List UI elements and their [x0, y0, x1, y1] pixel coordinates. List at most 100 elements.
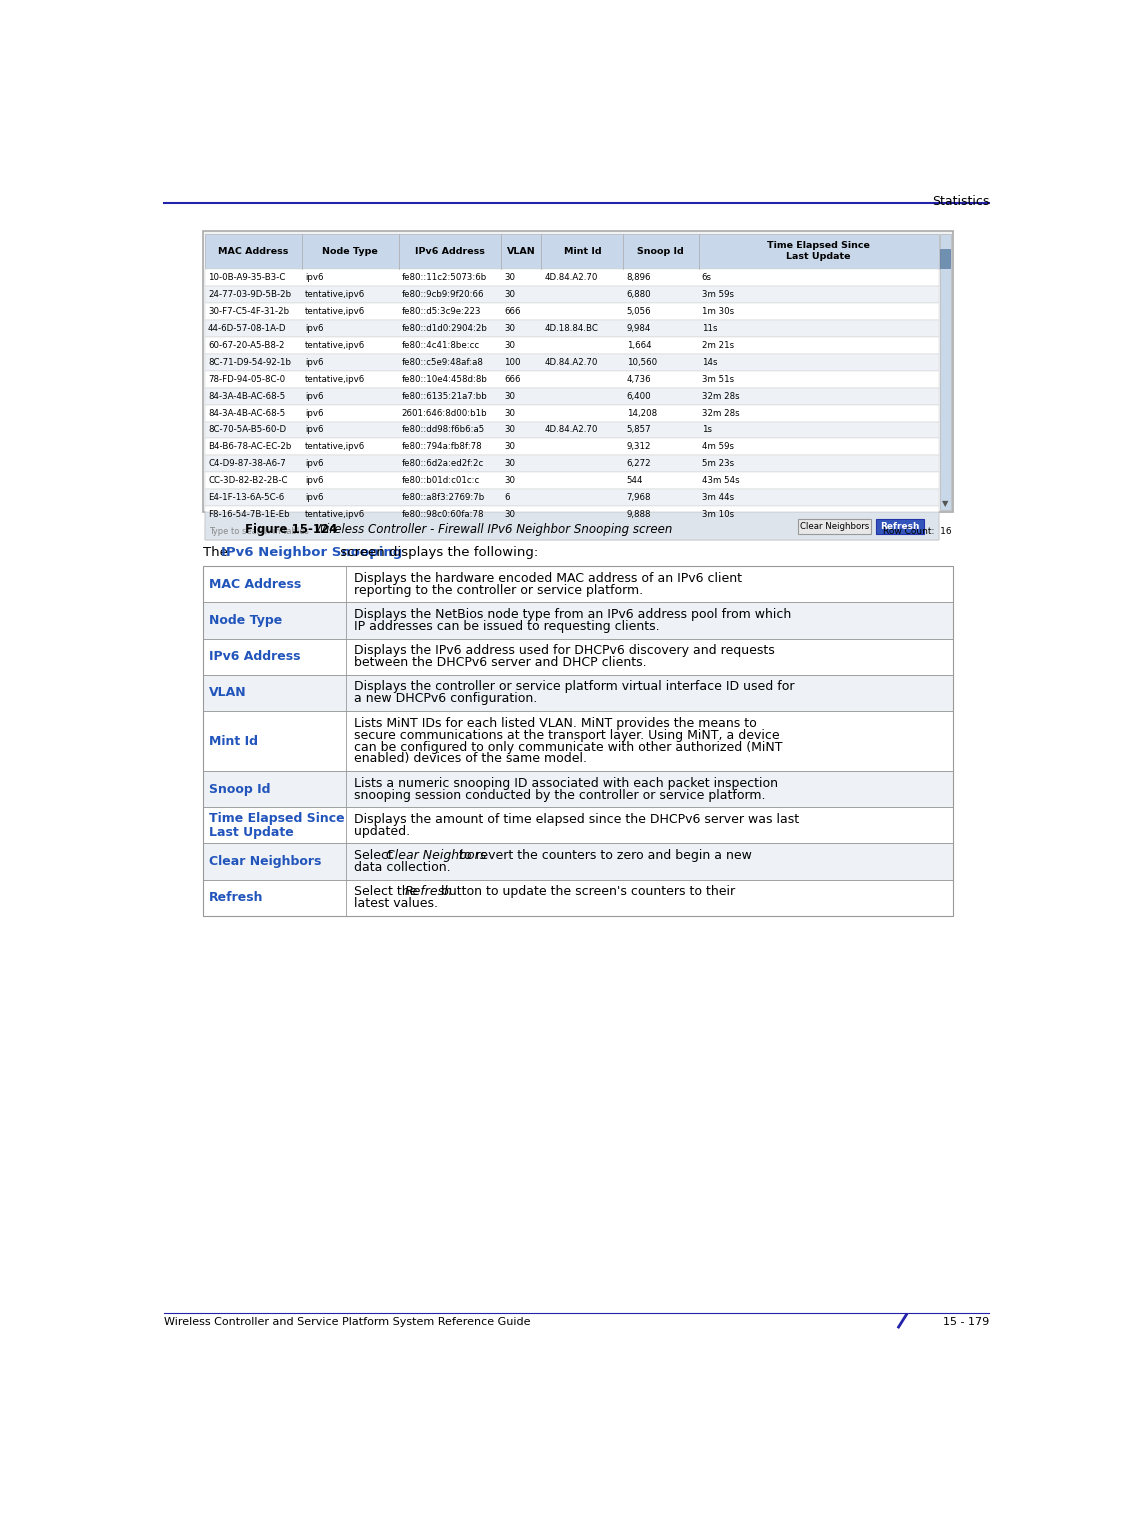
Text: 666: 666: [504, 375, 521, 384]
Text: ipv6: ipv6: [305, 493, 323, 502]
Bar: [205, 303, 939, 320]
Text: ipv6: ipv6: [305, 408, 323, 417]
Text: 4D.84.A2.70: 4D.84.A2.70: [544, 425, 597, 434]
Text: ipv6: ipv6: [305, 358, 323, 367]
Text: 84-3A-4B-AC-68-5: 84-3A-4B-AC-68-5: [208, 391, 286, 400]
Text: 10-0B-A9-35-B3-C: 10-0B-A9-35-B3-C: [208, 273, 286, 282]
Text: fe80::11c2:5073:6b: fe80::11c2:5073:6b: [402, 273, 487, 282]
Text: Type to search in tables: Type to search in tables: [209, 526, 308, 536]
Bar: [876, 519, 924, 534]
Text: B4-B6-78-AC-EC-2b: B4-B6-78-AC-EC-2b: [208, 443, 291, 452]
Text: fe80::d1d0:2904:2b: fe80::d1d0:2904:2b: [402, 323, 487, 332]
Text: 4,736: 4,736: [627, 375, 651, 384]
Bar: [205, 370, 939, 388]
Text: 15 - 179: 15 - 179: [943, 1317, 989, 1327]
Text: tentative,ipv6: tentative,ipv6: [305, 510, 366, 519]
Text: Clear Neighbors: Clear Neighbors: [800, 522, 870, 531]
Text: 3m 59s: 3m 59s: [702, 290, 734, 299]
Bar: [202, 711, 953, 771]
Text: 3m 51s: 3m 51s: [702, 375, 734, 384]
Text: tentative,ipv6: tentative,ipv6: [305, 306, 366, 316]
Text: 30: 30: [504, 391, 515, 400]
Text: F8-16-54-7B-1E-Eb: F8-16-54-7B-1E-Eb: [208, 510, 289, 519]
Text: 30: 30: [504, 460, 515, 469]
Text: Select the: Select the: [353, 886, 421, 898]
Text: Wireless Controller - Firewall IPv6 Neighbor Snooping screen: Wireless Controller - Firewall IPv6 Neig…: [307, 523, 673, 536]
Text: 1,664: 1,664: [627, 341, 651, 350]
Text: 14,208: 14,208: [627, 408, 657, 417]
Text: 32m 28s: 32m 28s: [702, 391, 739, 400]
Text: snooping session conducted by the controller or service platform.: snooping session conducted by the contro…: [353, 789, 765, 801]
Text: Displays the controller or service platform virtual interface ID used for: Displays the controller or service platf…: [353, 681, 794, 693]
Text: 9,312: 9,312: [627, 443, 651, 452]
Bar: [205, 287, 939, 303]
Text: 4D.84.A2.70: 4D.84.A2.70: [544, 273, 597, 282]
Bar: [202, 566, 953, 602]
Bar: [798, 519, 872, 534]
Text: 1s: 1s: [702, 425, 712, 434]
Bar: [202, 231, 953, 513]
Text: 4D.18.84.BC: 4D.18.84.BC: [544, 323, 598, 332]
Text: 10,560: 10,560: [627, 358, 657, 367]
Text: fe80::98c0:60fa:78: fe80::98c0:60fa:78: [402, 510, 484, 519]
Text: Displays the NetBios node type from an IPv6 address pool from which: Displays the NetBios node type from an I…: [353, 608, 791, 620]
Text: VLAN: VLAN: [506, 247, 536, 256]
Bar: [205, 472, 939, 490]
Bar: [205, 513, 939, 540]
Text: 9,984: 9,984: [627, 323, 651, 332]
Text: 4m 59s: 4m 59s: [702, 443, 734, 452]
Bar: [202, 639, 953, 675]
Text: a new DHCPv6 configuration.: a new DHCPv6 configuration.: [353, 692, 537, 705]
Text: 3m 44s: 3m 44s: [702, 493, 734, 502]
Text: 84-3A-4B-AC-68-5: 84-3A-4B-AC-68-5: [208, 408, 286, 417]
Bar: [205, 422, 939, 438]
Text: 5,857: 5,857: [627, 425, 651, 434]
Text: between the DHCPv6 server and DHCP clients.: between the DHCPv6 server and DHCP clien…: [353, 657, 647, 669]
Bar: [202, 807, 953, 843]
Text: Mint Id: Mint Id: [564, 247, 601, 256]
Text: Figure 15-124: Figure 15-124: [245, 523, 338, 536]
Text: 60-67-20-A5-B8-2: 60-67-20-A5-B8-2: [208, 341, 285, 350]
Text: 6,272: 6,272: [627, 460, 651, 469]
Text: 5m 23s: 5m 23s: [702, 460, 734, 469]
Text: 11s: 11s: [702, 323, 718, 332]
Text: tentative,ipv6: tentative,ipv6: [305, 375, 366, 384]
Text: fe80::10e4:458d:8b: fe80::10e4:458d:8b: [402, 375, 487, 384]
Bar: [202, 880, 953, 916]
Text: Displays the IPv6 address used for DHCPv6 discovery and requests: Displays the IPv6 address used for DHCPv…: [353, 645, 774, 657]
Text: Mint Id: Mint Id: [209, 734, 258, 748]
Text: 30: 30: [504, 443, 515, 452]
Text: 4D.84.A2.70: 4D.84.A2.70: [544, 358, 597, 367]
Text: Lists a numeric snooping ID associated with each packet inspection: Lists a numeric snooping ID associated w…: [353, 777, 777, 790]
Text: 30-F7-C5-4F-31-2b: 30-F7-C5-4F-31-2b: [208, 306, 289, 316]
Text: Refresh: Refresh: [405, 886, 452, 898]
Text: fe80::dd98:f6b6:a5: fe80::dd98:f6b6:a5: [402, 425, 485, 434]
Text: Last Update: Last Update: [209, 825, 294, 839]
Bar: [205, 405, 939, 422]
Text: can be configured to only communicate with other authorized (MiNT: can be configured to only communicate wi…: [353, 740, 782, 754]
Text: Refresh: Refresh: [209, 892, 263, 904]
Text: 30: 30: [504, 425, 515, 434]
Bar: [205, 523, 939, 540]
Text: 2m 21s: 2m 21s: [702, 341, 734, 350]
Text: data collection.: data collection.: [353, 862, 450, 874]
Text: 8C-71-D9-54-92-1b: 8C-71-D9-54-92-1b: [208, 358, 291, 367]
Text: 3m 10s: 3m 10s: [702, 510, 734, 519]
Text: screen displays the following:: screen displays the following:: [336, 546, 538, 558]
Text: tentative,ipv6: tentative,ipv6: [305, 341, 366, 350]
Text: 30: 30: [504, 290, 515, 299]
Text: 14s: 14s: [702, 358, 718, 367]
Text: button to update the screen's counters to their: button to update the screen's counters t…: [436, 886, 735, 898]
Text: reporting to the controller or service platform.: reporting to the controller or service p…: [353, 584, 642, 596]
Bar: [205, 353, 939, 370]
Text: fe80::a8f3:2769:7b: fe80::a8f3:2769:7b: [402, 493, 485, 502]
Text: C4-D9-87-38-A6-7: C4-D9-87-38-A6-7: [208, 460, 286, 469]
Text: IPv6 Address: IPv6 Address: [415, 247, 485, 256]
Text: latest values.: latest values.: [353, 897, 438, 910]
Text: The: The: [202, 546, 232, 558]
Bar: [205, 438, 939, 455]
Text: updated.: updated.: [353, 825, 410, 837]
Text: Displays the amount of time elapsed since the DHCPv6 server was last: Displays the amount of time elapsed sinc…: [353, 813, 799, 825]
Text: fe80::6135:21a7:bb: fe80::6135:21a7:bb: [402, 391, 487, 400]
Text: 78-FD-94-05-8C-0: 78-FD-94-05-8C-0: [208, 375, 285, 384]
